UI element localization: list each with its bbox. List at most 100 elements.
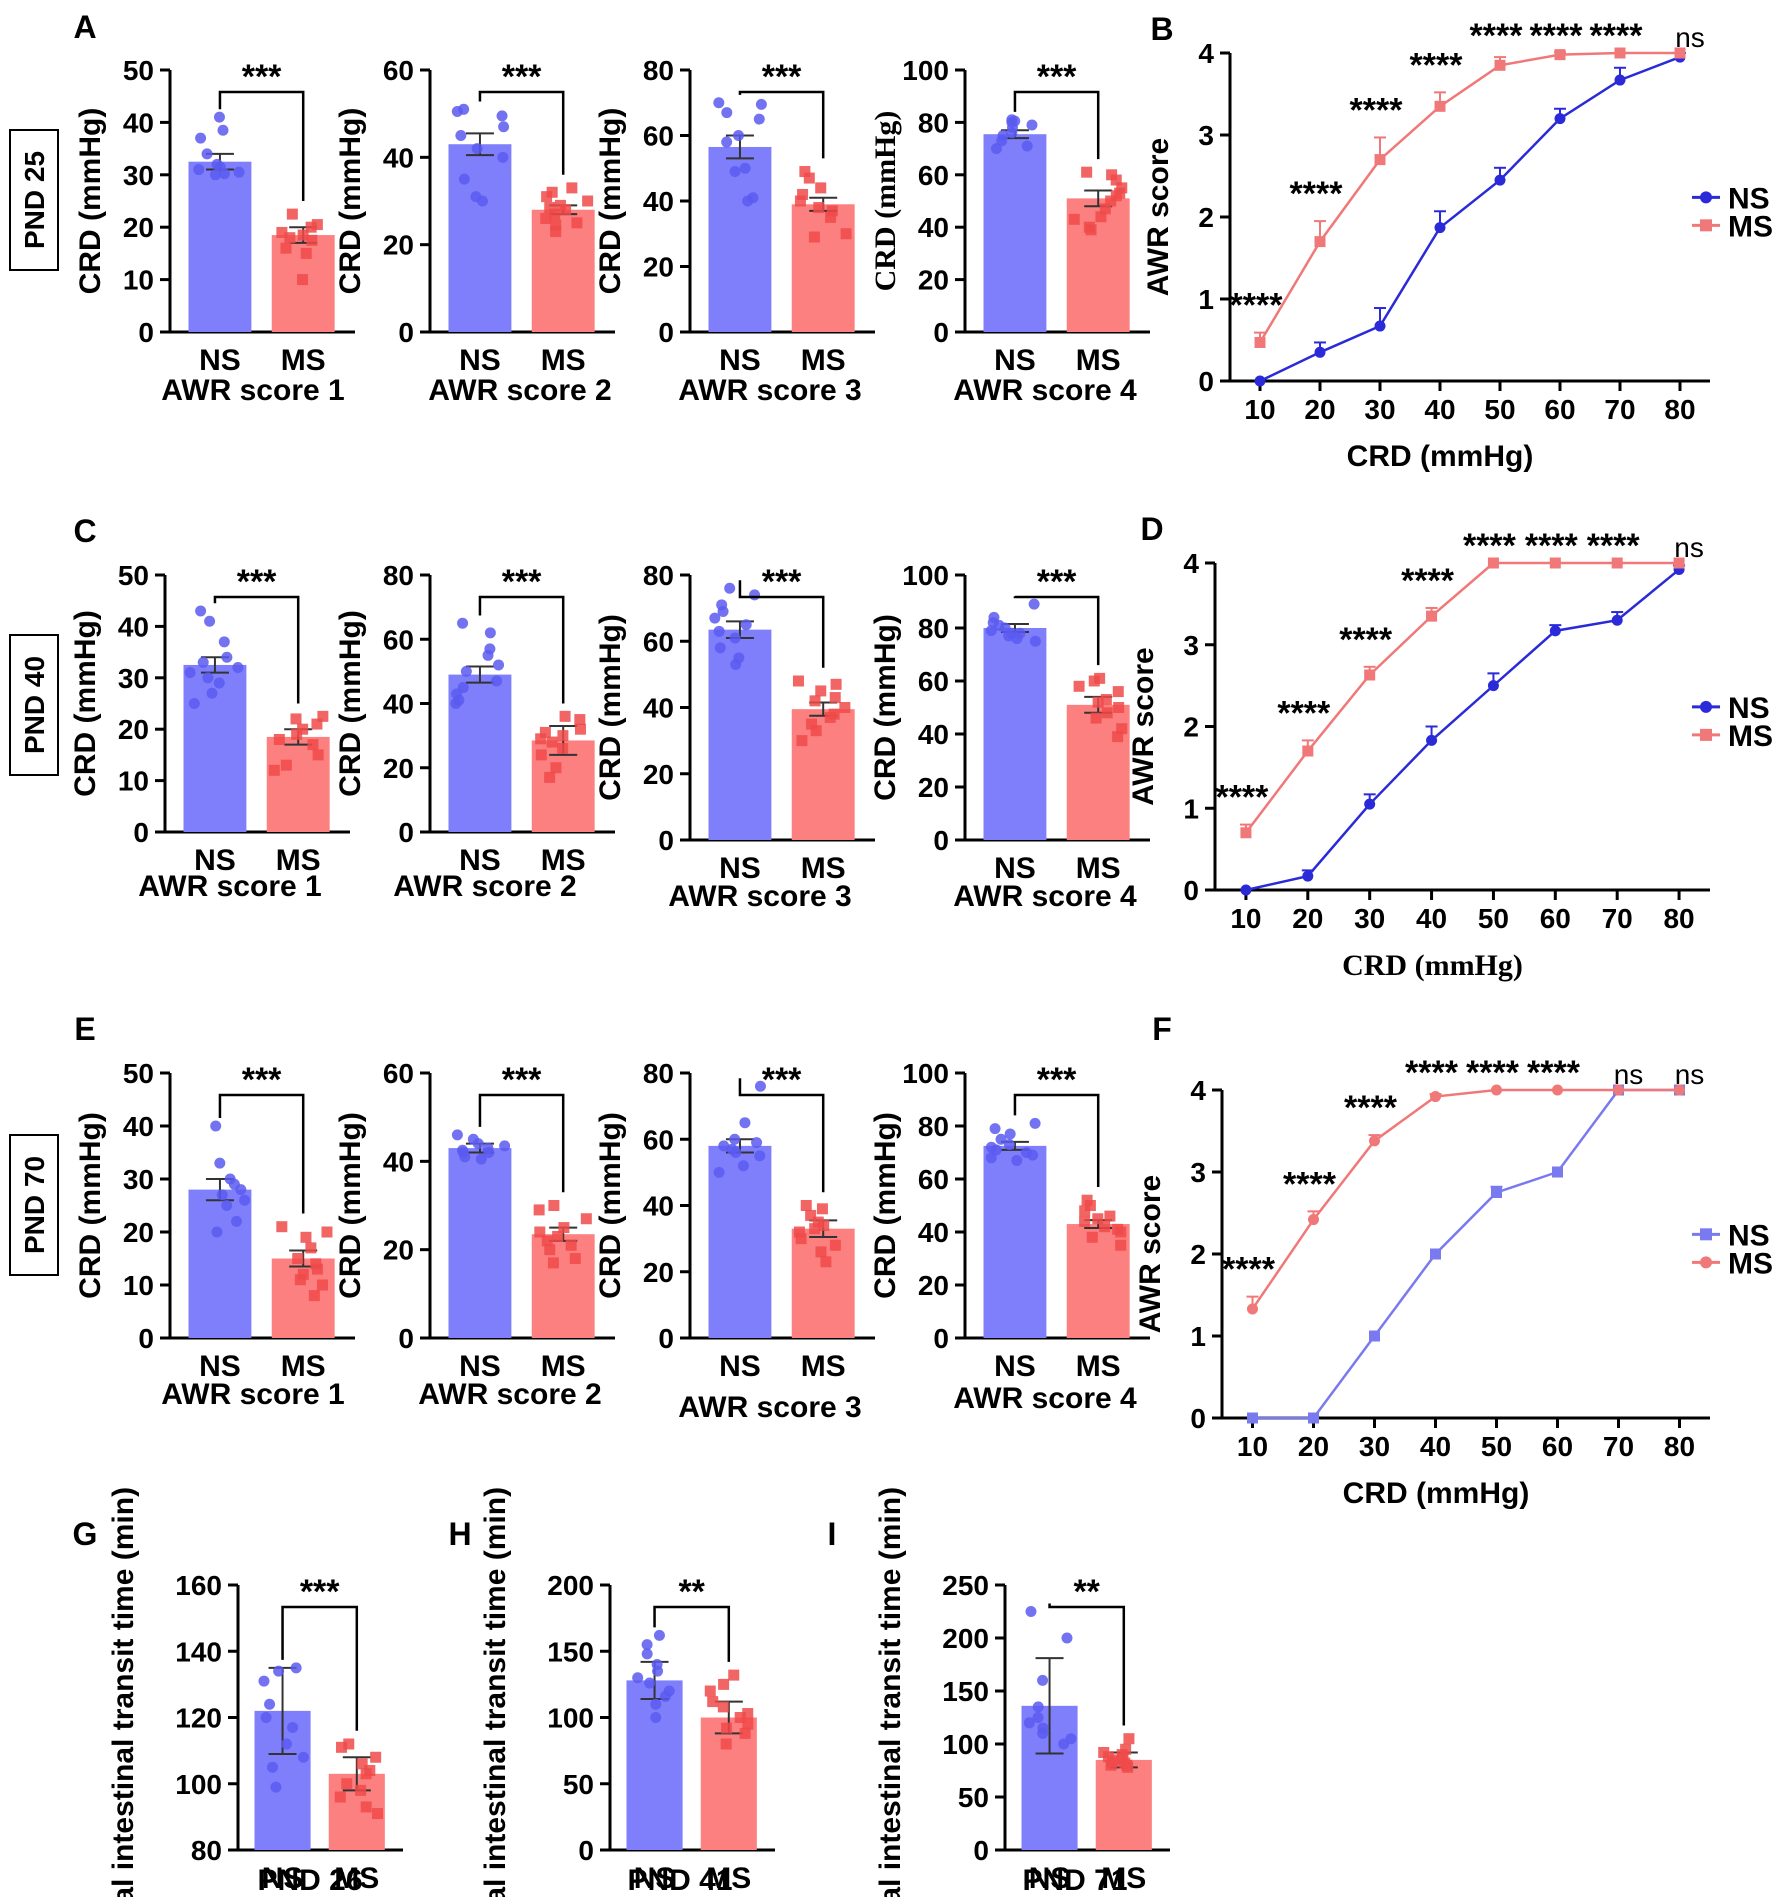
x-tick-label: MS (1076, 1350, 1121, 1383)
data-point (297, 723, 309, 735)
data-point (829, 1239, 841, 1251)
data-point (740, 619, 752, 631)
data-point (370, 1751, 382, 1763)
significance-label: **** (1215, 779, 1269, 817)
data-point (659, 1690, 671, 1702)
data-point (458, 173, 470, 185)
data-point (1674, 47, 1686, 59)
data-point (336, 1741, 348, 1753)
y-tick-label: 10 (123, 265, 154, 296)
y-axis-label: AWR score (1142, 138, 1175, 296)
y-tick-label: 30 (118, 663, 149, 694)
data-point (343, 1738, 355, 1750)
bar-ms (791, 709, 855, 840)
data-point (803, 172, 815, 184)
data-point (742, 195, 754, 207)
significance-label: **** (1410, 46, 1464, 84)
data-point (311, 1263, 323, 1275)
x-tick-label: NS (994, 852, 1036, 885)
significance-label: **** (1587, 527, 1641, 565)
data-point (184, 667, 196, 679)
data-point (1004, 1128, 1016, 1140)
x-tick-label: 50 (1484, 394, 1515, 425)
data-point (460, 665, 472, 677)
y-tick-label: 60 (918, 1164, 949, 1195)
data-point (280, 242, 292, 254)
data-point (535, 733, 547, 745)
x-tick-label: MS (541, 844, 586, 877)
legend-marker (1700, 728, 1712, 741)
data-point (484, 627, 496, 639)
y-tick-label: 10 (123, 1270, 154, 1301)
y-tick-label: 20 (383, 230, 414, 261)
y-tick-label: 20 (643, 252, 674, 283)
data-point (737, 1160, 749, 1172)
data-point (793, 1226, 805, 1238)
data-point (754, 1150, 766, 1162)
data-point (267, 1761, 279, 1773)
x-tick-label: MS (801, 1350, 846, 1383)
data-point (1032, 1701, 1044, 1713)
data-point (1023, 1717, 1035, 1729)
data-point (307, 739, 319, 751)
series-line-ms (1258, 51, 1680, 344)
data-point (550, 219, 562, 231)
chart-title: AWR score 2 (418, 1378, 601, 1411)
data-point (742, 1708, 754, 1720)
significance-label: **** (1350, 91, 1404, 129)
data-point (1068, 213, 1080, 225)
significance-label: *** (502, 1061, 542, 1099)
data-point (1434, 222, 1446, 234)
y-tick-label: 3 (1183, 630, 1199, 661)
significance-label: **** (1277, 694, 1331, 732)
row-label-frame (9, 634, 59, 776)
data-point (1104, 1210, 1116, 1222)
data-point (1614, 74, 1626, 86)
legend-marker (1700, 1228, 1712, 1241)
bar-ms (1095, 1759, 1152, 1850)
data-point (724, 582, 736, 594)
y-axis-label: CRD (mmHg) (594, 108, 627, 295)
data-point (360, 1768, 372, 1780)
data-point (1032, 1712, 1044, 1723)
data-point (260, 1712, 272, 1723)
data-point (197, 656, 209, 668)
data-point (751, 1137, 763, 1149)
data-point (707, 1696, 719, 1708)
y-axis-label: CRD (mmHg) (594, 1112, 627, 1299)
x-tick-label: NS (719, 1350, 761, 1383)
y-tick-label: 60 (918, 160, 949, 191)
data-point (273, 1665, 285, 1677)
data-point (217, 124, 229, 136)
data-point (290, 713, 302, 725)
significance-label: ns (1675, 22, 1705, 53)
data-point (264, 1698, 276, 1710)
data-point (455, 130, 467, 141)
panel-label: D (1140, 511, 1163, 547)
data-point (195, 605, 207, 617)
y-axis-label: Total intestinal transit time (min) (874, 1487, 907, 1897)
data-point (213, 111, 225, 123)
bar-chart-12: 0 20 40 60 80 NS MS *** CRD (mmHg) AWR score 3 (594, 1058, 875, 1424)
data-point (753, 113, 765, 125)
x-tick-label: 20 (1298, 1431, 1329, 1462)
chart-title: AWR score 4 (953, 1382, 1137, 1415)
data-point (499, 1140, 511, 1152)
chart-title: PND 71 (1022, 1864, 1127, 1897)
data-point (818, 1219, 830, 1231)
significance-bracket (1048, 1603, 1126, 1726)
data-point (334, 1791, 346, 1803)
y-tick-label: 4 (1190, 1075, 1206, 1106)
data-point (221, 1200, 233, 1211)
data-point (287, 1721, 299, 1733)
y-tick-label: 50 (563, 1769, 594, 1800)
chart-title: AWR score 4 (953, 374, 1137, 407)
data-point (483, 1147, 495, 1158)
data-point (1090, 712, 1102, 724)
x-tick-label: NS (262, 1862, 304, 1895)
data-point (1254, 336, 1266, 348)
data-point (1491, 1084, 1502, 1096)
y-tick-label: 40 (918, 719, 949, 750)
significance-bracket (1013, 1093, 1100, 1187)
x-tick-label: NS (459, 844, 501, 877)
